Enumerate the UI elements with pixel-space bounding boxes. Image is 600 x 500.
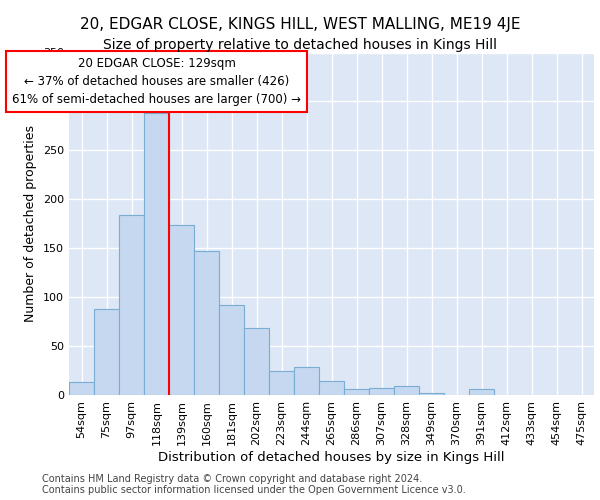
Bar xyxy=(469,389,494,395)
Bar xyxy=(194,251,219,395)
Text: Size of property relative to detached houses in Kings Hill: Size of property relative to detached ho… xyxy=(103,38,497,52)
Y-axis label: Number of detached properties: Number of detached properties xyxy=(25,125,37,322)
Bar xyxy=(394,386,419,395)
Bar xyxy=(369,388,394,395)
Text: Contains public sector information licensed under the Open Government Licence v3: Contains public sector information licen… xyxy=(42,485,466,495)
Text: 20, EDGAR CLOSE, KINGS HILL, WEST MALLING, ME19 4JE: 20, EDGAR CLOSE, KINGS HILL, WEST MALLIN… xyxy=(80,18,520,32)
Text: 20 EDGAR CLOSE: 129sqm
← 37% of detached houses are smaller (426)
61% of semi-de: 20 EDGAR CLOSE: 129sqm ← 37% of detached… xyxy=(12,58,301,106)
Bar xyxy=(219,305,244,395)
Text: Contains HM Land Registry data © Crown copyright and database right 2024.: Contains HM Land Registry data © Crown c… xyxy=(42,474,422,484)
Bar xyxy=(144,113,169,395)
Bar xyxy=(269,370,294,395)
Bar xyxy=(94,309,119,395)
Bar xyxy=(69,382,94,395)
Bar xyxy=(419,393,444,395)
Bar xyxy=(344,389,369,395)
X-axis label: Distribution of detached houses by size in Kings Hill: Distribution of detached houses by size … xyxy=(158,450,505,464)
Bar xyxy=(319,382,344,395)
Bar xyxy=(169,224,194,395)
Bar xyxy=(119,215,144,395)
Bar xyxy=(244,328,269,395)
Bar xyxy=(294,366,319,395)
